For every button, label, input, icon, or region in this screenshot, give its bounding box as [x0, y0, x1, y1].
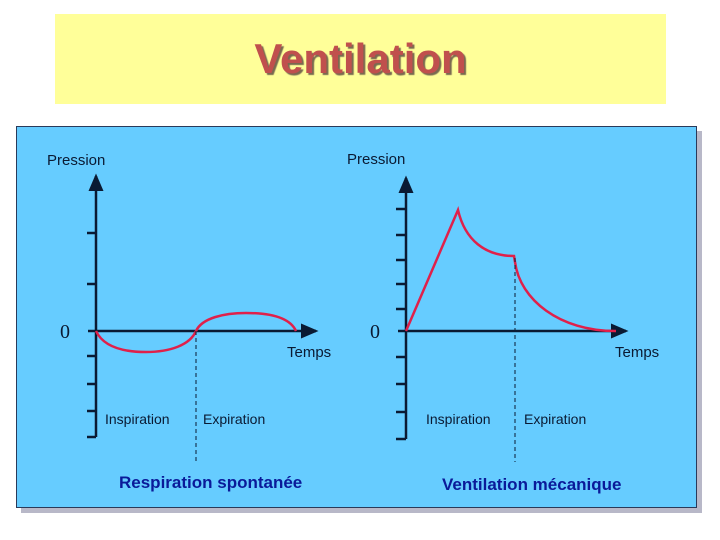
y-ticks — [87, 231, 96, 439]
pressure-curve — [404, 206, 616, 333]
y-axis-label: Pression — [47, 152, 105, 169]
slide-title: Ventilation — [254, 35, 467, 82]
x-axis-label: Temps — [287, 344, 331, 361]
inspiration-label: Inspiration — [105, 411, 170, 427]
caption: Respiration spontanée — [119, 473, 302, 492]
zero-label: 0 — [370, 321, 380, 343]
spontaneous-breathing-diagram: Pression 0 Temps Inspiration Expiration … — [47, 152, 331, 492]
expiration-label: Expiration — [524, 411, 586, 427]
zero-label: 0 — [60, 321, 70, 343]
expiration-label: Expiration — [203, 411, 265, 427]
x-axis-label: Temps — [615, 344, 659, 361]
y-axis-label: Pression — [347, 151, 405, 168]
diagram-panel — [16, 126, 697, 508]
y-ticks — [396, 207, 406, 441]
inspiration-label: Inspiration — [426, 411, 491, 427]
mechanical-ventilation-diagram: Pression 0 Temps Inspiration Expiration … — [347, 151, 659, 494]
title-banner: Ventilation — [55, 14, 666, 104]
caption: Ventilation mécanique — [442, 475, 622, 494]
